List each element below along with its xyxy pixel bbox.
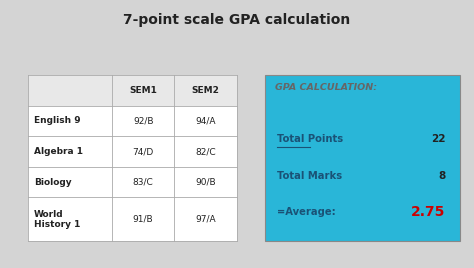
Text: GPA CALCULATION:: GPA CALCULATION:	[275, 83, 377, 92]
Text: Total Marks: Total Marks	[277, 170, 342, 181]
Text: 7-point scale GPA calculation: 7-point scale GPA calculation	[123, 13, 351, 27]
Text: =Average:: =Average:	[277, 207, 336, 217]
Text: SEM1: SEM1	[129, 86, 157, 95]
Text: Total Points: Total Points	[277, 134, 344, 144]
Text: SEM2: SEM2	[192, 86, 219, 95]
FancyBboxPatch shape	[265, 75, 460, 241]
Text: 74/D: 74/D	[133, 147, 154, 156]
FancyBboxPatch shape	[28, 75, 237, 106]
FancyBboxPatch shape	[28, 75, 237, 241]
Text: 82/C: 82/C	[195, 147, 216, 156]
Text: 8: 8	[438, 170, 446, 181]
Text: Algebra 1: Algebra 1	[34, 147, 83, 156]
Text: 94/A: 94/A	[195, 117, 216, 125]
Text: World
History 1: World History 1	[34, 210, 81, 229]
Text: English 9: English 9	[34, 117, 81, 125]
Text: 97/A: 97/A	[195, 215, 216, 224]
Text: 90/B: 90/B	[195, 178, 216, 187]
Text: 91/B: 91/B	[133, 215, 154, 224]
Text: 92/B: 92/B	[133, 117, 154, 125]
Text: 2.75: 2.75	[411, 205, 446, 219]
Text: 22: 22	[431, 134, 446, 144]
Text: 83/C: 83/C	[133, 178, 154, 187]
Text: Biology: Biology	[34, 178, 72, 187]
